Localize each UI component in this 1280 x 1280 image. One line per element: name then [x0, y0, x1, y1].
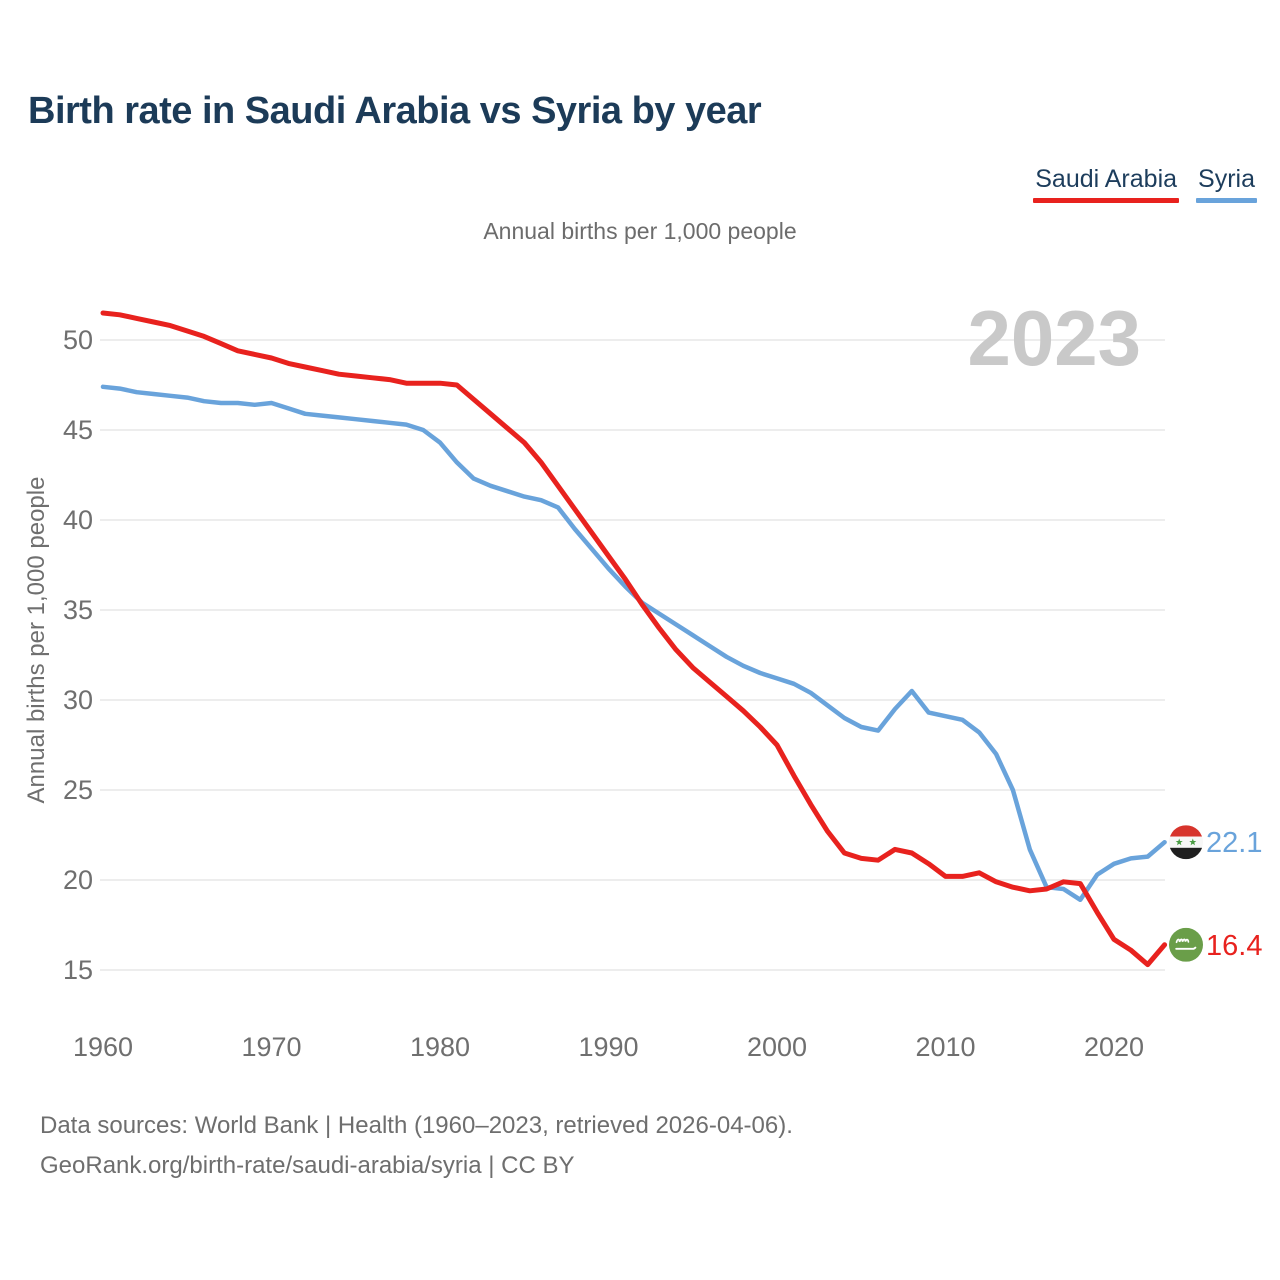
x-tick-label: 1960 [73, 1032, 133, 1062]
saudi-arabia-flag-icon [1169, 927, 1203, 962]
series-line-saudi-arabia [100, 310, 1168, 968]
series-line-syria [100, 384, 1167, 903]
x-tick-label: 1970 [241, 1032, 301, 1062]
chart-footer: Data sources: World Bank | Health (1960–… [40, 1106, 793, 1186]
y-tick-label: 35 [63, 595, 93, 625]
x-tick-label: 1990 [578, 1032, 638, 1062]
y-tick-label: 30 [63, 685, 93, 715]
y-tick-label: 50 [63, 325, 93, 355]
y-tick-label: 15 [63, 955, 93, 985]
y-tick-label: 40 [63, 505, 93, 535]
legend-item-saudi-arabia[interactable]: Saudi Arabia [1033, 165, 1180, 203]
y-tick-label: 20 [63, 865, 93, 895]
y-tick-label: 25 [63, 775, 93, 805]
legend-label-syria: Syria [1198, 165, 1255, 193]
syria-flag-icon [1169, 825, 1203, 860]
chart-subtitle: Annual births per 1,000 people [483, 218, 797, 244]
y-axis-title: Annual births per 1,000 people [23, 477, 50, 804]
page-title: Birth rate in Saudi Arabia vs Syria by y… [28, 90, 762, 132]
x-tick-label: 2020 [1084, 1032, 1144, 1062]
x-tick-label: 1980 [410, 1032, 470, 1062]
legend-label-saudi-arabia: Saudi Arabia [1035, 165, 1178, 193]
legend-item-syria[interactable]: Syria [1196, 165, 1257, 203]
chart-watermark: 2023 [967, 294, 1141, 382]
footer-source-line: Data sources: World Bank | Health (1960–… [40, 1112, 793, 1139]
x-tick-label: 2010 [915, 1032, 975, 1062]
y-tick-label: 45 [63, 415, 93, 445]
footer-link-line: GeoRank.org/birth-rate/saudi-arabia/syri… [40, 1152, 575, 1179]
x-tick-label: 2000 [747, 1032, 807, 1062]
chart-legend: Saudi Arabia Syria [1033, 165, 1257, 203]
end-value-label: 22.1 [1206, 827, 1262, 859]
legend-underline-syria [1196, 197, 1257, 203]
legend-underline-saudi-arabia [1033, 197, 1180, 203]
end-value-label: 16.4 [1206, 930, 1262, 962]
